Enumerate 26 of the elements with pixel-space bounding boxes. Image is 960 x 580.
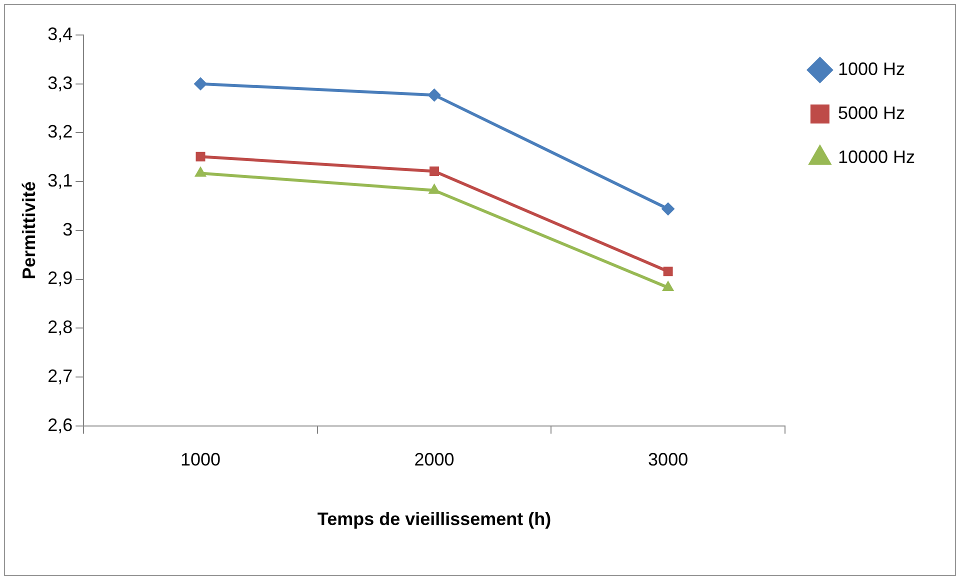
- point: [194, 77, 208, 90]
- y-tick-label: 3,3: [48, 72, 73, 93]
- point: [428, 184, 440, 194]
- y-tick-label: 3,1: [48, 170, 73, 191]
- y-tick-label: 3,4: [48, 24, 73, 44]
- y-tick-label: 3: [62, 219, 73, 240]
- point: [428, 88, 441, 102]
- point: [662, 281, 674, 292]
- point: [430, 166, 440, 176]
- x-tick-label: 1000: [180, 450, 221, 470]
- y-tick-label: 2,6: [48, 414, 73, 435]
- x-tick-label: 3000: [648, 450, 688, 470]
- point: [194, 166, 206, 177]
- y-tick-label: 2,8: [48, 317, 73, 338]
- y-tick-label: 3,2: [48, 122, 73, 142]
- x-tick-label: 2000: [414, 450, 454, 470]
- legend-label: 1000 Hz: [838, 58, 905, 79]
- point: [196, 152, 206, 162]
- point: [663, 266, 673, 276]
- y-tick-label: 2,9: [48, 268, 73, 288]
- y-axis-title: Permittivité: [18, 181, 39, 280]
- x-axis-title: Temps de vieillissement (h): [317, 509, 552, 530]
- point: [662, 202, 675, 216]
- legend-label: 10000 Hz: [838, 146, 916, 167]
- legend-label: 5000 Hz: [838, 102, 905, 123]
- y-tick-label: 2,7: [48, 366, 73, 386]
